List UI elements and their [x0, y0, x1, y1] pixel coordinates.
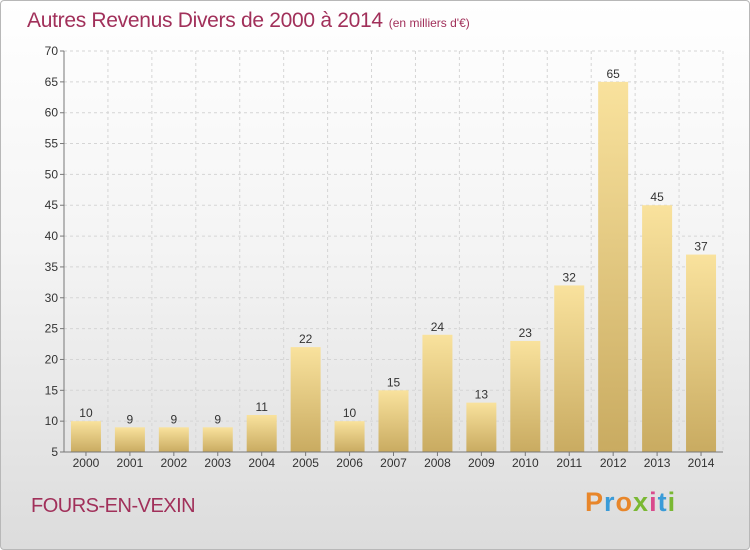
value-label: 9 [214, 412, 221, 426]
bar-2000 [70, 421, 101, 452]
x-tick-label: 2005 [292, 456, 319, 470]
y-tick-label: 55 [45, 137, 59, 151]
bar-2007 [378, 390, 409, 452]
bar-2011 [554, 285, 585, 452]
y-tick-label: 65 [45, 75, 59, 89]
x-tick-label: 2002 [160, 456, 187, 470]
x-tick-label: 2003 [204, 456, 231, 470]
title-block: Autres Revenus Divers de 2000 à 2014 (en … [27, 9, 470, 33]
bar-2008 [422, 334, 453, 452]
logo-letter: r [604, 487, 616, 517]
y-tick-label: 50 [45, 167, 59, 181]
x-tick-label: 2012 [600, 456, 627, 470]
x-tick-label: 2007 [380, 456, 407, 470]
bar-2005 [290, 347, 321, 452]
proxiti-logo: Proxiti [585, 487, 676, 518]
y-tick-label: 20 [45, 352, 59, 366]
x-tick-label: 2014 [688, 456, 715, 470]
value-label: 32 [563, 270, 577, 284]
value-label: 45 [650, 190, 664, 204]
value-label: 9 [170, 412, 177, 426]
bars: 10 9 9 9 11 22 10 15 24 13 23 32 65 45 37 [70, 67, 717, 452]
x-tick-label: 2000 [73, 456, 100, 470]
x-tick-label: 2006 [336, 456, 363, 470]
gridlines [63, 50, 724, 453]
x-tick-label: 2009 [468, 456, 495, 470]
y-tick-label: 60 [45, 106, 59, 120]
value-label: 13 [475, 388, 489, 402]
y-tick-label: 5 [51, 445, 58, 459]
bar-2006 [334, 421, 365, 452]
bar-2004 [246, 414, 277, 452]
bar-2001 [114, 427, 145, 452]
bar-2003 [202, 427, 233, 452]
value-label: 65 [606, 67, 620, 81]
bar-2010 [510, 340, 541, 452]
logo-letter: i [649, 487, 658, 517]
bar-2014 [686, 254, 717, 452]
x-tick-label: 2004 [248, 456, 275, 470]
chart-subtitle: (en milliers d'€) [388, 16, 470, 30]
y-tick-label: 15 [45, 383, 59, 397]
logo-letter: i [667, 487, 677, 517]
value-label: 23 [519, 326, 533, 340]
y-tick-label: 70 [45, 44, 59, 58]
y-tick-label: 25 [45, 322, 59, 336]
value-label: 10 [79, 406, 93, 420]
chart-title: Autres Revenus Divers de 2000 à 2014 [27, 9, 383, 32]
y-tick-label: 30 [45, 291, 59, 305]
value-label: 24 [431, 320, 445, 334]
logo-letter: P [585, 487, 605, 517]
value-label: 22 [299, 332, 313, 346]
x-tick-label: 2013 [644, 456, 671, 470]
y-tick-label: 35 [45, 260, 59, 274]
commune-name: FOURS-EN-VEXIN [31, 495, 196, 517]
y-tick-label: 40 [45, 229, 59, 243]
value-label: 11 [255, 400, 268, 414]
logo-letter: t [657, 487, 668, 517]
bar-2012 [598, 81, 629, 452]
bar-2013 [642, 205, 673, 452]
y-tick-label: 45 [45, 198, 59, 212]
value-label: 10 [343, 406, 357, 420]
x-tick-label: 2011 [556, 456, 582, 470]
value-label: 9 [127, 412, 134, 426]
axes: 5 10 15 20 25 30 35 40 45 50 55 60 65 70 2000 2001 2002 2… [45, 44, 723, 470]
y-tick-label: 10 [45, 414, 59, 428]
value-label: 37 [694, 240, 708, 254]
x-tick-label: 2001 [117, 456, 144, 470]
value-label: 15 [387, 375, 401, 389]
logo-letter: o [615, 487, 634, 517]
bar-2009 [466, 402, 497, 452]
x-tick-label: 2010 [512, 456, 539, 470]
bar-2002 [158, 427, 189, 452]
x-tick-label: 2008 [424, 456, 451, 470]
logo-letter: x [633, 487, 650, 517]
